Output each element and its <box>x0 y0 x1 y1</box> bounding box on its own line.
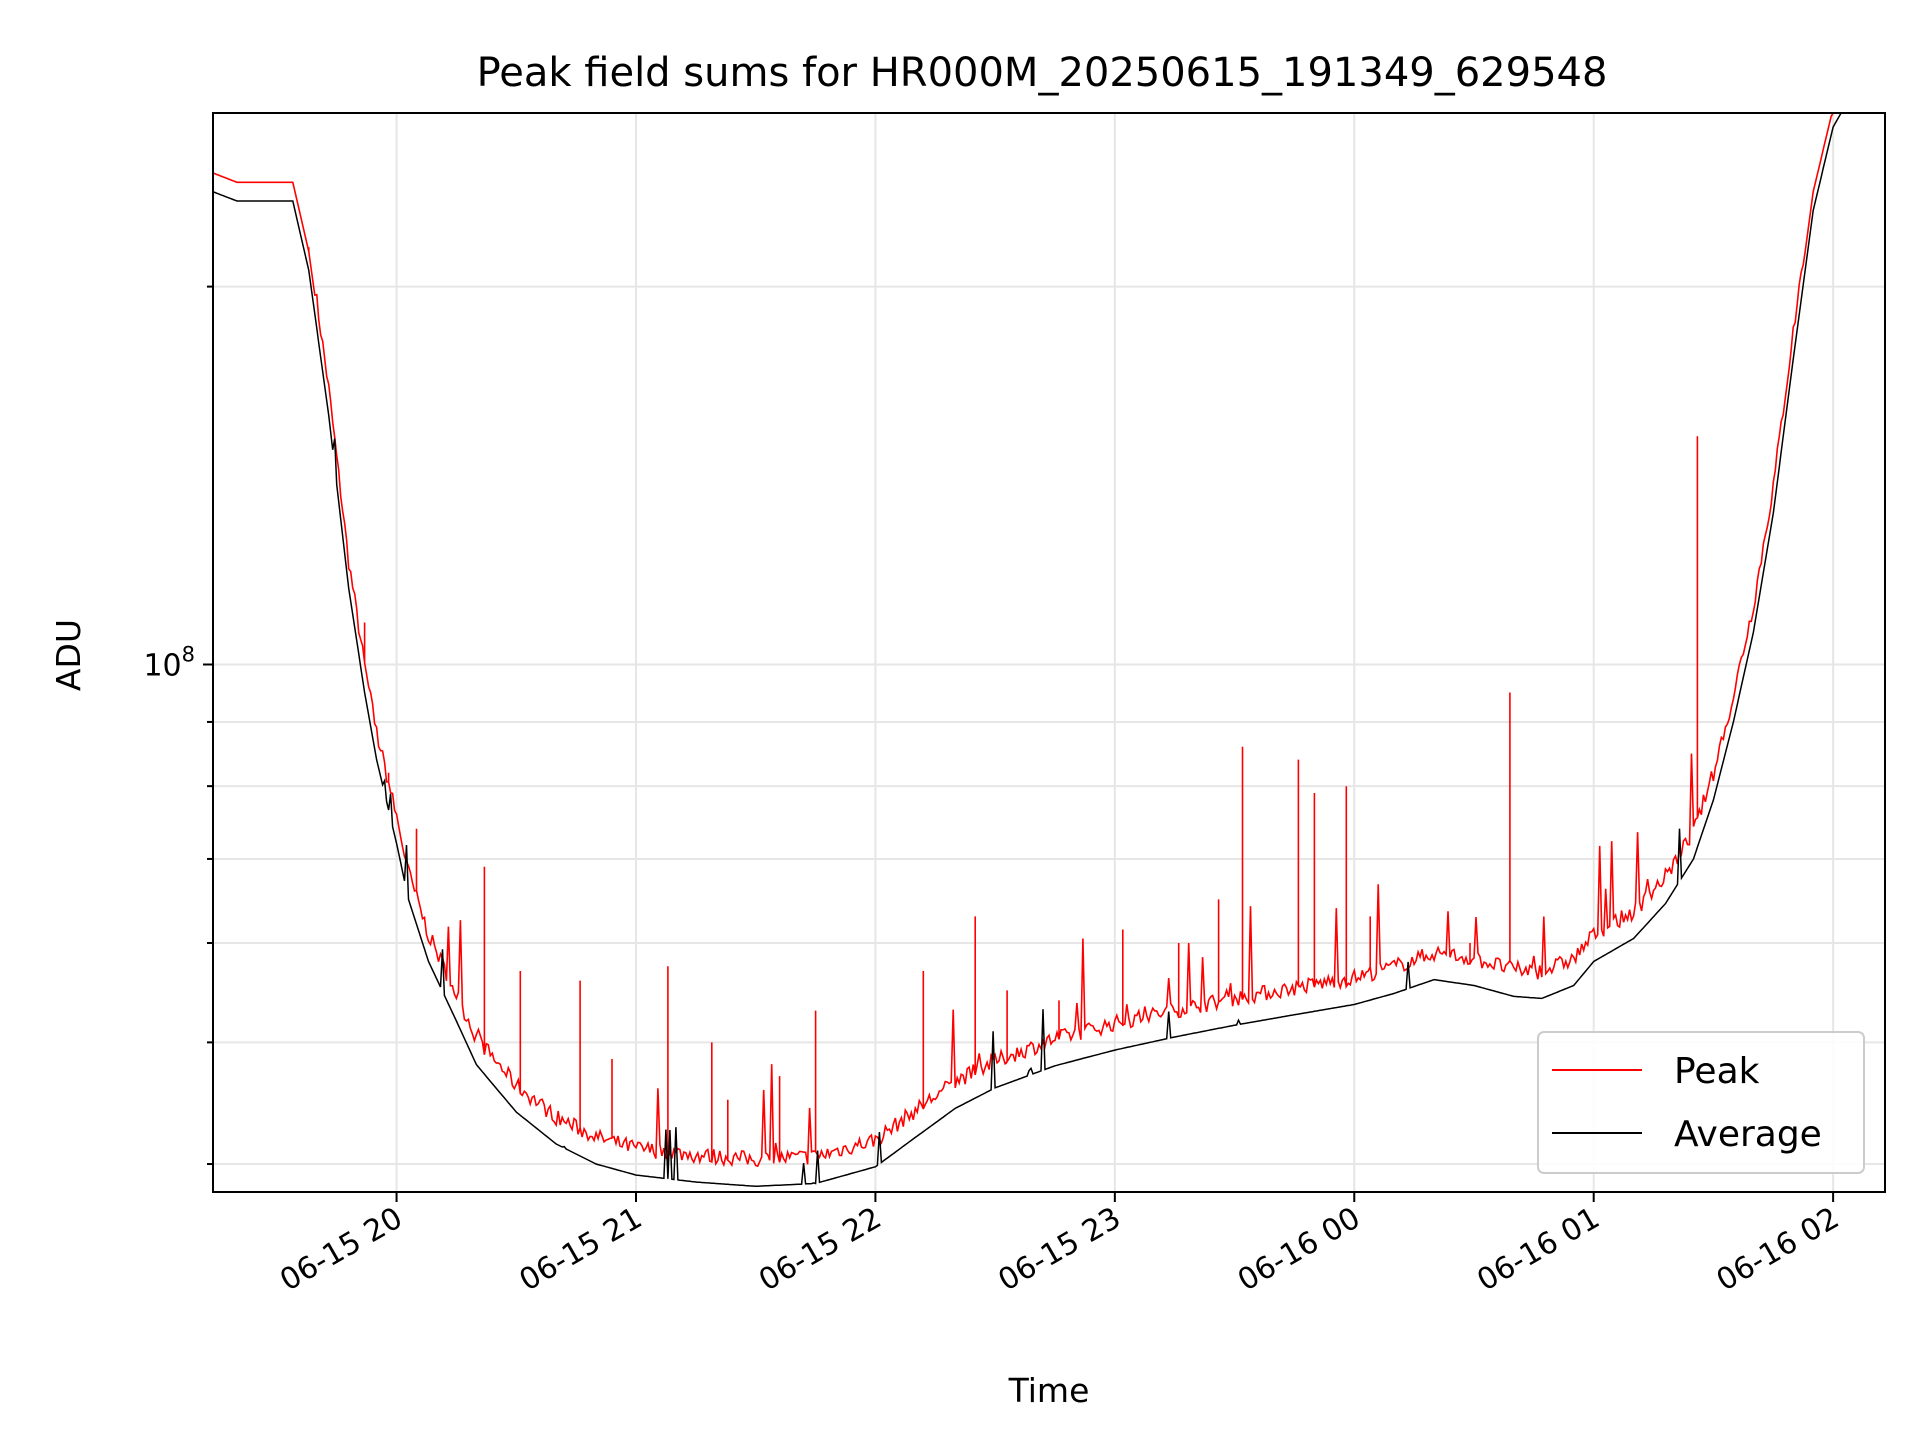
legend-label-average: Average <box>1674 1114 1822 1155</box>
y-tick-label: 108 <box>143 642 195 683</box>
plot-frame <box>212 112 1886 1193</box>
chart-title: Peak field sums for HR000M_20250615_1913… <box>477 50 1608 96</box>
legend-label-peak: Peak <box>1674 1051 1760 1092</box>
x-axis-label: Time <box>1008 1371 1090 1410</box>
series-layer <box>212 112 1885 1188</box>
series-average-line <box>212 112 1885 1188</box>
y-axis-label: ADU <box>49 619 88 691</box>
y-axis-ticks: 108 <box>143 285 213 1166</box>
legend: Peak Average <box>1537 1031 1865 1174</box>
series-peak-line <box>212 112 1885 1168</box>
legend-box <box>1537 1031 1865 1174</box>
grid <box>213 113 1885 1192</box>
